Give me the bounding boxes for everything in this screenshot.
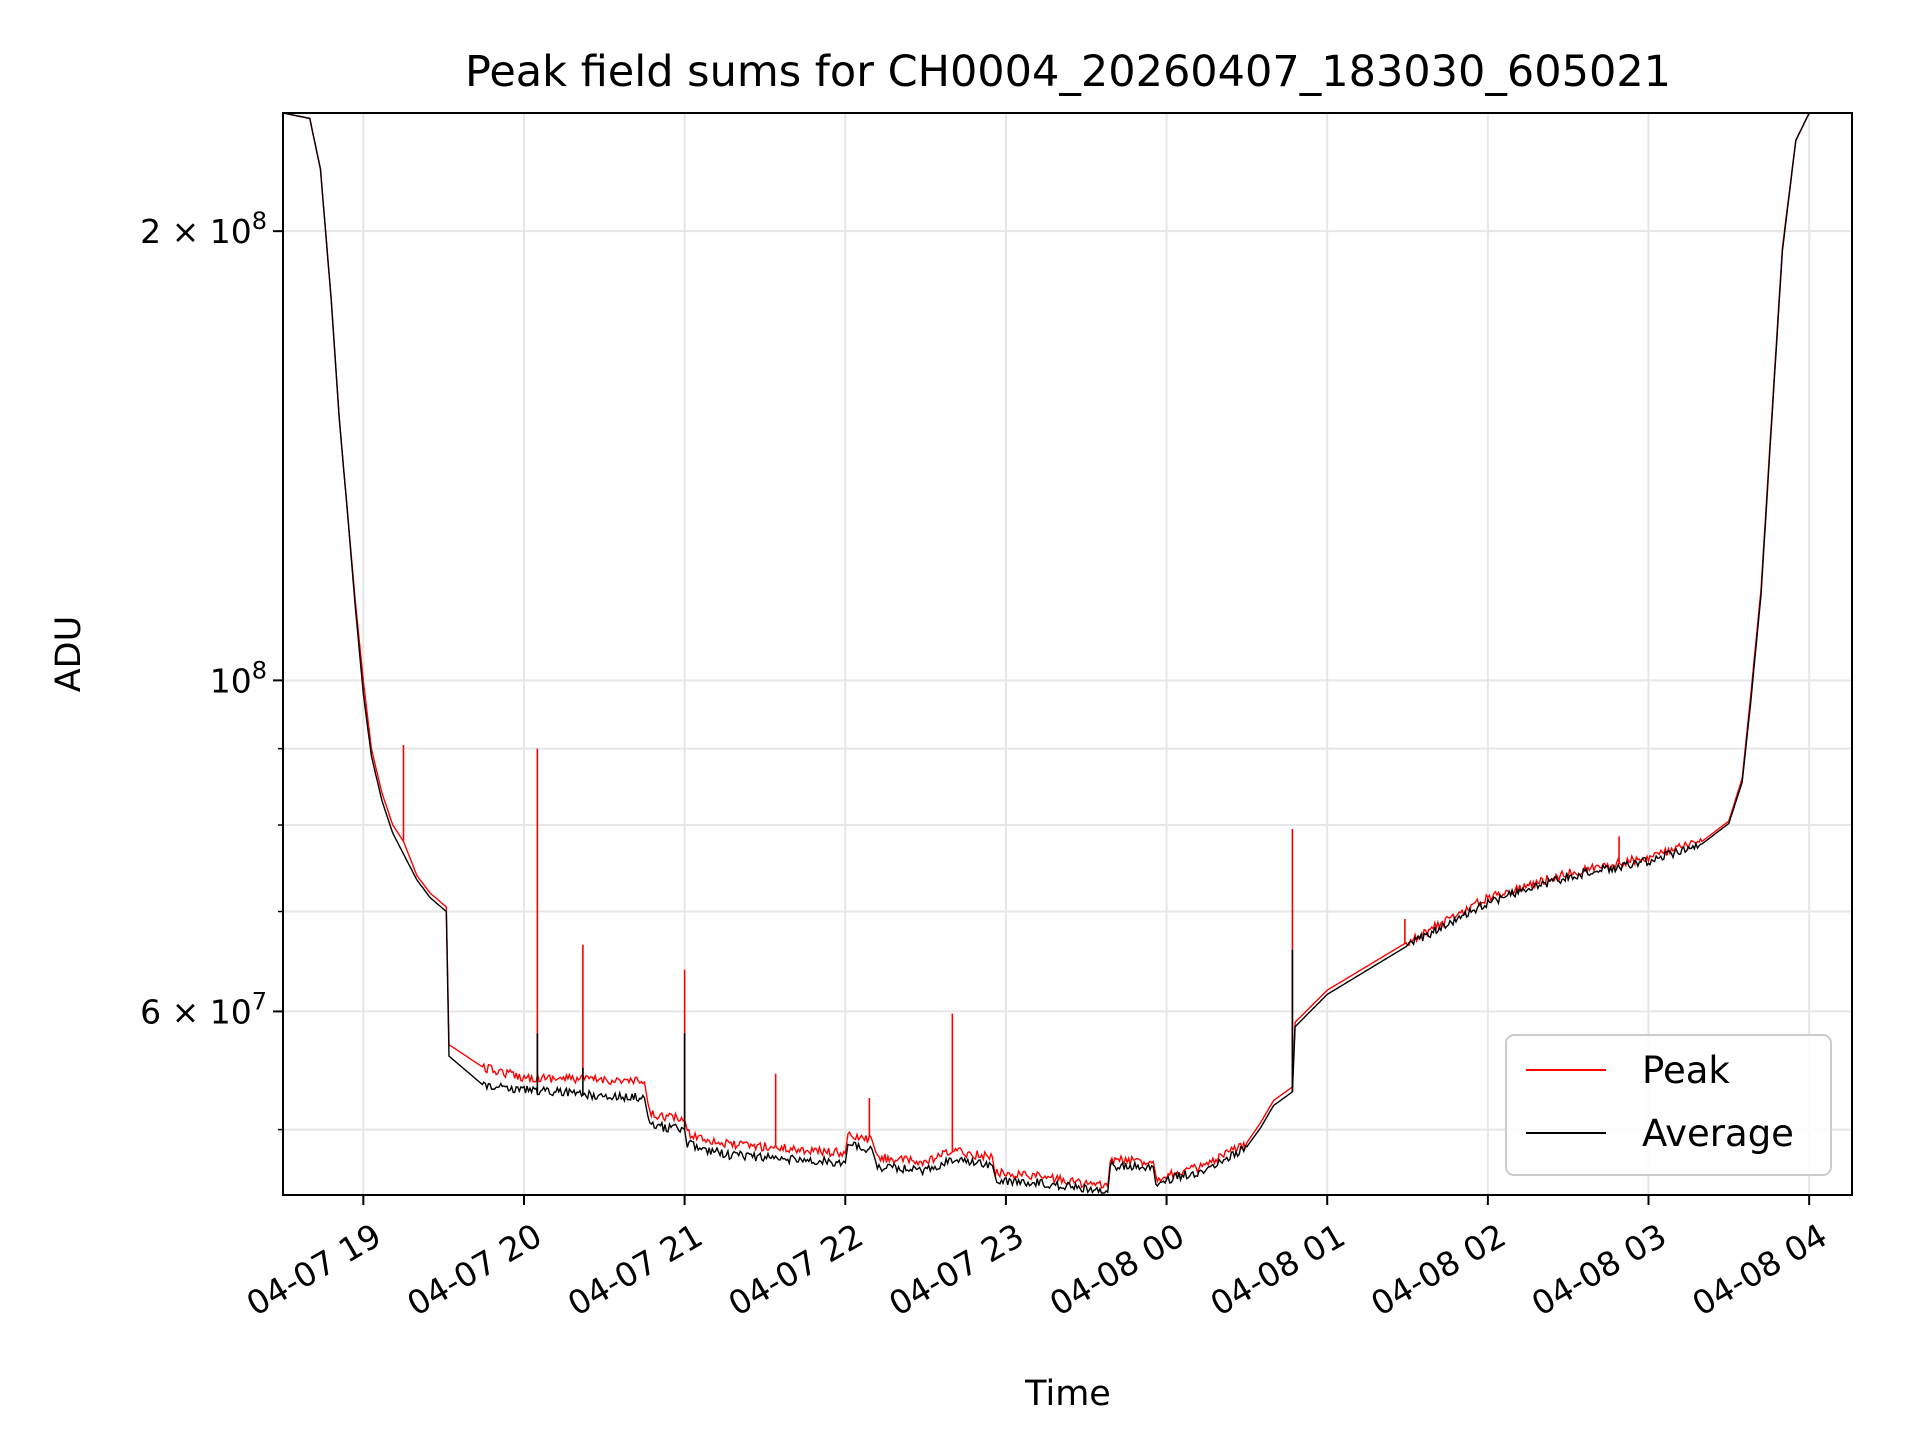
chart-title: Peak field sums for CH0004_20260407_1830…	[465, 47, 1671, 97]
axes-frame	[282, 112, 1853, 1196]
legend: Peak Average	[1505, 1034, 1832, 1176]
x-axis-label: Time	[1024, 1374, 1111, 1414]
y-tick-label: 6 × 107	[140, 987, 267, 1031]
legend-label-peak: Peak	[1642, 1049, 1730, 1092]
y-tick-label: 2 × 108	[140, 207, 267, 251]
grid	[283, 113, 1852, 1195]
legend-label-average: Average	[1642, 1112, 1794, 1155]
average-series-line	[282, 112, 1852, 1195]
y-axis-label: ADU	[49, 616, 89, 693]
plot-area	[282, 112, 1852, 1195]
y-tick-label: 108	[210, 656, 267, 700]
y-axis-ticks: 6 × 107 108 2 × 108	[140, 207, 283, 1131]
